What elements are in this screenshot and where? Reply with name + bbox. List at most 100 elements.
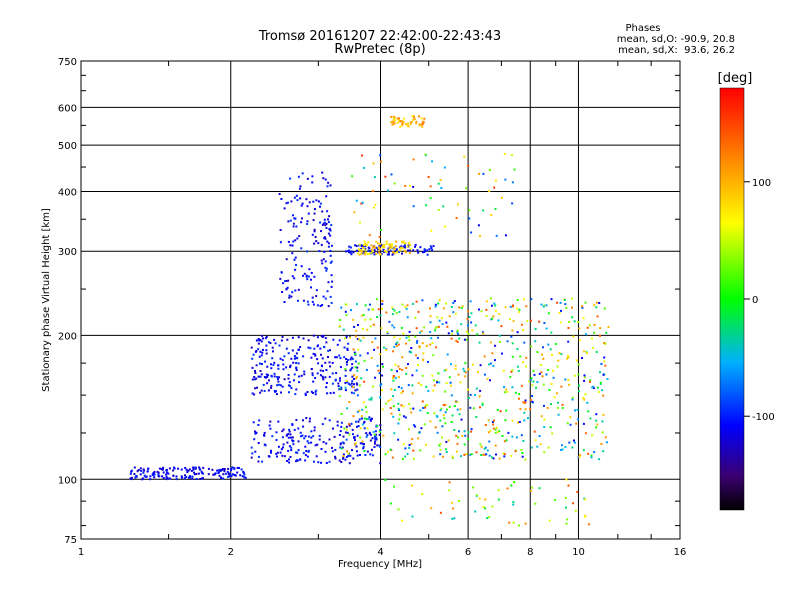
data-point	[543, 404, 545, 407]
data-point	[383, 250, 386, 252]
data-point	[291, 349, 294, 352]
data-point	[363, 380, 366, 383]
data-point	[255, 364, 258, 367]
data-point	[538, 320, 541, 323]
data-point	[584, 333, 587, 336]
data-point	[268, 379, 270, 382]
data-point	[207, 467, 210, 470]
data-point	[326, 240, 329, 243]
data-point	[365, 411, 368, 413]
data-point	[140, 469, 143, 472]
data-point	[293, 428, 296, 431]
data-point	[145, 475, 148, 478]
data-point	[363, 240, 366, 243]
data-point	[314, 444, 317, 447]
data-point	[314, 377, 317, 379]
data-point	[334, 457, 337, 460]
data-point	[387, 400, 390, 403]
data-point	[310, 368, 313, 371]
data-point	[422, 352, 425, 355]
data-point	[292, 361, 295, 364]
data-point	[212, 473, 215, 476]
data-point	[295, 369, 298, 371]
data-point	[440, 407, 443, 410]
data-point	[175, 475, 178, 478]
data-point	[187, 476, 190, 479]
data-point	[593, 331, 596, 334]
data-point	[511, 386, 514, 389]
data-point	[461, 435, 464, 437]
data-point	[479, 235, 481, 238]
data-point	[324, 260, 327, 263]
data-point	[429, 307, 431, 310]
data-point	[252, 421, 255, 424]
data-point	[444, 411, 447, 414]
data-point	[439, 442, 442, 445]
data-point	[468, 316, 471, 318]
data-point	[301, 217, 303, 220]
data-point	[305, 198, 308, 201]
data-point	[500, 325, 503, 328]
data-point	[550, 298, 553, 301]
data-point	[560, 309, 562, 312]
data-point	[322, 334, 325, 337]
data-point	[596, 315, 599, 318]
data-point	[459, 408, 462, 411]
data-point	[374, 430, 377, 433]
data-point	[401, 252, 403, 255]
data-point	[518, 524, 520, 527]
data-point	[364, 318, 367, 321]
data-point	[167, 472, 170, 475]
data-point	[350, 250, 353, 253]
data-point	[415, 369, 418, 372]
data-point	[351, 175, 354, 178]
data-point	[296, 237, 299, 240]
data-point	[516, 299, 519, 301]
data-point	[295, 388, 298, 391]
data-point	[542, 357, 545, 360]
data-point	[373, 245, 376, 248]
data-point	[298, 235, 301, 238]
data-point	[285, 347, 288, 350]
data-point	[255, 377, 258, 380]
data-point	[322, 378, 325, 381]
data-point	[321, 304, 324, 306]
data-point	[467, 431, 470, 434]
data-point	[522, 440, 525, 442]
data-point	[345, 425, 348, 428]
data-point	[158, 467, 161, 470]
data-point	[486, 517, 489, 520]
data-point	[488, 363, 491, 366]
data-point	[352, 318, 355, 321]
data-point	[279, 277, 282, 280]
data-point	[288, 391, 290, 394]
data-point	[143, 469, 146, 472]
data-point	[432, 389, 435, 392]
data-point	[417, 310, 420, 313]
data-point	[355, 303, 358, 306]
data-point	[430, 229, 433, 232]
data-point	[306, 223, 309, 225]
data-point	[403, 117, 406, 120]
data-point	[381, 374, 384, 377]
data-point	[457, 436, 459, 439]
x-tick-label: 2	[228, 547, 234, 558]
data-point	[456, 408, 459, 411]
data-point	[382, 434, 385, 437]
data-point	[493, 186, 496, 189]
data-point	[334, 356, 337, 359]
data-point	[391, 243, 394, 246]
data-point	[445, 302, 447, 305]
data-point	[600, 363, 603, 365]
data-point	[390, 116, 393, 118]
data-point	[393, 122, 396, 125]
data-point	[230, 475, 233, 478]
data-point	[453, 429, 456, 431]
data-point	[185, 475, 188, 478]
data-point	[464, 362, 467, 365]
data-point	[467, 397, 470, 400]
data-point	[558, 352, 561, 355]
data-point	[279, 451, 282, 454]
data-point	[189, 476, 192, 479]
